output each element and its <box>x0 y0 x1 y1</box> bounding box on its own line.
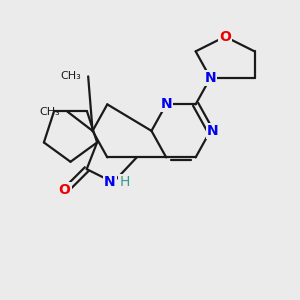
Text: CH₃: CH₃ <box>39 107 60 117</box>
Text: H: H <box>119 176 130 189</box>
Text: N: N <box>207 124 218 138</box>
Text: O: O <box>219 30 231 44</box>
Text: N: N <box>104 176 116 189</box>
Text: CH₃: CH₃ <box>60 71 81 81</box>
Text: O: O <box>59 183 70 197</box>
Text: N: N <box>205 71 216 85</box>
Text: N: N <box>160 98 172 111</box>
